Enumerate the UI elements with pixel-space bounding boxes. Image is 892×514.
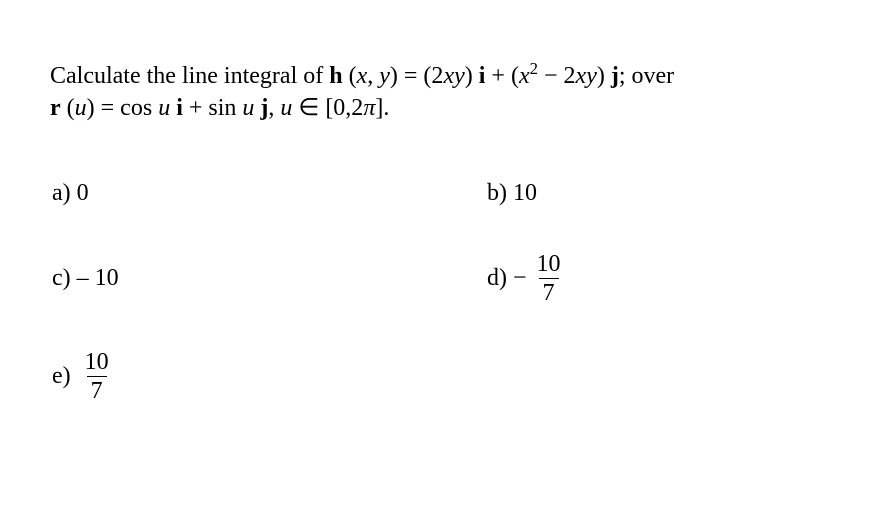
q-comma: , [367,63,379,89]
option-e-num: 10 [81,350,113,376]
q-xy2: xy [576,63,597,89]
q-i2: i [176,95,183,121]
q-close-i: ) [465,63,479,89]
q-in: ∈ [0,2 [292,95,363,121]
q-u1: u [75,95,87,121]
option-a-label: a) [52,180,71,207]
q-x: x [357,63,368,89]
option-e-frac: 10 7 [81,350,113,403]
q-xy1: xy [443,63,464,89]
q-u2: u [158,95,170,121]
option-d: d) − 10 7 [457,252,842,305]
q-u4: u [280,95,292,121]
q-x2: x [519,63,530,89]
q-args: ( [343,63,357,89]
q-u3: u [242,95,254,121]
q-semi: ; over [619,63,674,89]
q-comma2: , [268,95,280,121]
option-a-value: 0 [77,180,89,207]
q-r: r [50,95,61,121]
q-end: ]. [375,95,389,121]
question-text: Calculate the line integral of h (x, y) … [50,60,842,125]
q-close-j: ) [597,63,611,89]
option-c-label: c) [52,265,71,292]
option-a: a) 0 [52,180,437,207]
option-d-label: d) [487,265,507,292]
option-e: e) 10 7 [52,350,437,403]
q-h: h [329,63,342,89]
q-plus: + ( [485,63,519,89]
q-eq2: ) = cos [87,95,159,121]
q-j: j [611,63,619,89]
q-paren-eq: ) = (2 [390,63,444,89]
q-pi: π [363,95,375,121]
q-u-open: ( [61,95,75,121]
option-d-den: 7 [539,278,559,305]
q-plus2: + sin [183,95,243,121]
option-e-label: e) [52,363,71,390]
option-c: c) – 10 [52,252,437,305]
option-e-den: 7 [87,376,107,403]
option-d-num: 10 [533,252,565,278]
option-d-frac: 10 7 [533,252,565,305]
option-c-value: – 10 [77,265,119,292]
q-sq: 2 [530,59,538,78]
q-prefix: Calculate the line integral of [50,63,329,89]
q-minus: − 2 [538,63,576,89]
options-grid: a) 0 b) 10 c) – 10 d) − 10 7 e) 10 7 [50,180,842,403]
option-d-neg: − [513,265,527,292]
q-y: y [379,63,390,89]
option-b-value: 10 [513,180,537,207]
option-b-label: b) [487,180,507,207]
option-b: b) 10 [457,180,842,207]
